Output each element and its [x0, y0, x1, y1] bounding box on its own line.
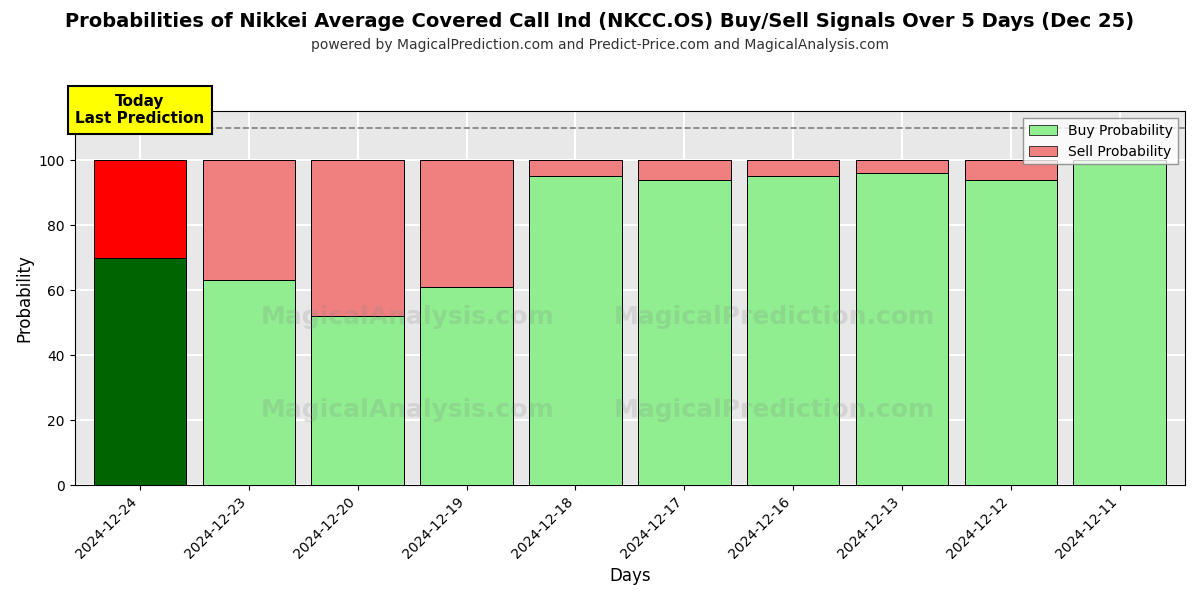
Bar — [420, 160, 512, 287]
X-axis label: Days: Days — [610, 567, 650, 585]
Text: Probabilities of Nikkei Average Covered Call Ind (NKCC.OS) Buy/Sell Signals Over: Probabilities of Nikkei Average Covered … — [66, 12, 1134, 31]
Bar — [203, 280, 295, 485]
Bar — [312, 316, 404, 485]
Bar — [638, 160, 731, 179]
Bar — [746, 160, 839, 176]
Legend: Buy Probability, Sell Probability: Buy Probability, Sell Probability — [1024, 118, 1178, 164]
Bar — [856, 173, 948, 485]
Text: MagicalPrediction.com: MagicalPrediction.com — [613, 398, 935, 422]
Bar — [1074, 160, 1166, 485]
Bar — [965, 160, 1057, 179]
Text: MagicalPrediction.com: MagicalPrediction.com — [613, 305, 935, 329]
Text: Today
Last Prediction: Today Last Prediction — [76, 94, 204, 126]
Bar — [638, 179, 731, 485]
Text: MagicalAnalysis.com: MagicalAnalysis.com — [260, 398, 554, 422]
Bar — [94, 160, 186, 257]
Bar — [856, 160, 948, 173]
Y-axis label: Probability: Probability — [16, 254, 34, 342]
Bar — [746, 176, 839, 485]
Bar — [420, 287, 512, 485]
Bar — [94, 257, 186, 485]
Bar — [529, 176, 622, 485]
Text: powered by MagicalPrediction.com and Predict-Price.com and MagicalAnalysis.com: powered by MagicalPrediction.com and Pre… — [311, 38, 889, 52]
Bar — [203, 160, 295, 280]
Bar — [529, 160, 622, 176]
Bar — [312, 160, 404, 316]
Text: MagicalAnalysis.com: MagicalAnalysis.com — [260, 305, 554, 329]
Bar — [965, 179, 1057, 485]
